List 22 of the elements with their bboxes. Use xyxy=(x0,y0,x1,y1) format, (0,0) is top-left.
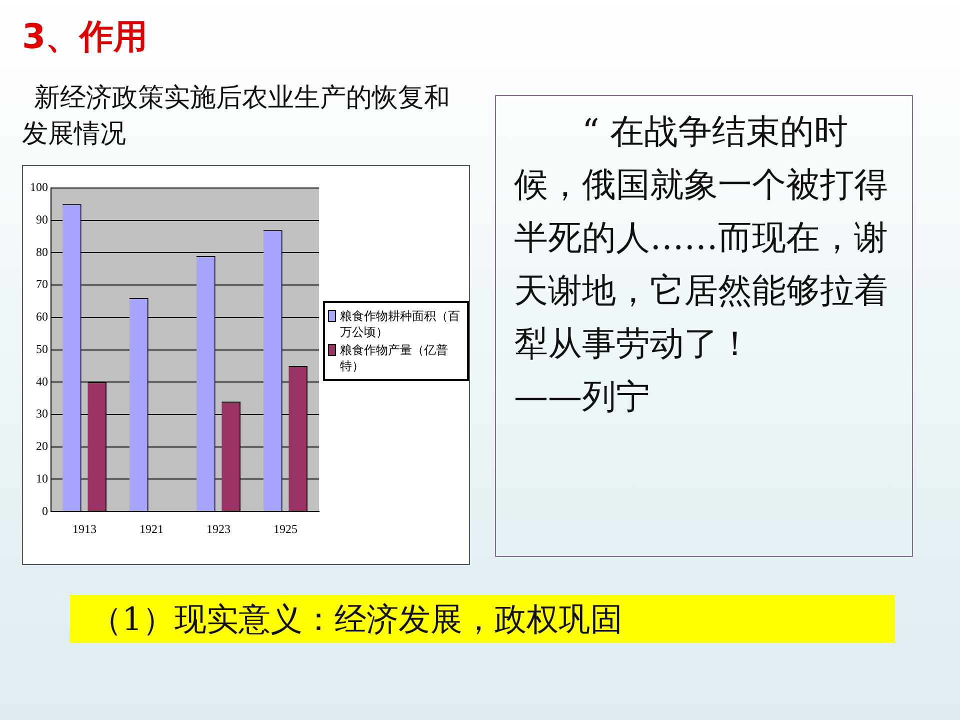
y-tick-label: 70 xyxy=(36,277,48,292)
y-tick-label: 60 xyxy=(36,310,48,324)
x-tick-label: 1923 xyxy=(206,522,230,536)
y-tick-label: 80 xyxy=(36,244,48,259)
y-tick-label: 100 xyxy=(30,180,48,194)
text: （1）现实意义：经济发展，政权巩固 xyxy=(70,595,895,643)
y-tick-label: 10 xyxy=(36,471,48,486)
chart-title: 新经济政策实施后农业生产的恢复和发展情况 xyxy=(22,82,451,151)
y-tick-label: 0 xyxy=(42,504,48,518)
y-tick-label: 50 xyxy=(36,342,48,356)
x-tick-label: 1921 xyxy=(140,522,164,536)
legend-label: 粮食作物产量（亿普特） xyxy=(340,342,449,374)
text: “ 在战争结束的时候，俄国就象一个被打得半死的人……而现在，谢天谢地，它居然能够拉着犁从事劳动了！ xyxy=(514,111,889,366)
x-tick-label: 1925 xyxy=(274,522,298,536)
text: 3、作用 xyxy=(22,16,148,59)
y-tick-label: 90 xyxy=(36,212,48,227)
x-tick-label: 1913 xyxy=(72,522,96,536)
y-tick-label: 30 xyxy=(36,406,48,421)
y-tick-label: 40 xyxy=(36,374,48,388)
legend-label: 粮食作物耕种面积（百万公顷） xyxy=(340,308,461,340)
y-tick-label: 20 xyxy=(36,439,48,454)
text: ——列宁 xyxy=(514,376,651,419)
